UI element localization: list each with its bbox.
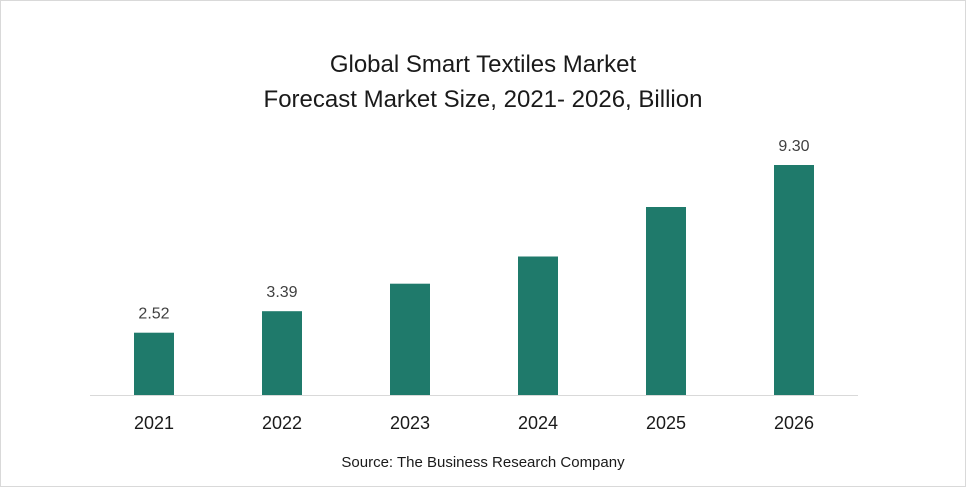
chart-title: Global Smart Textiles Market <box>329 51 637 78</box>
data-label-2026: 9.30 <box>778 138 809 155</box>
chart-subtitle: Forecast Market Size, 2021- 2026, Billio… <box>263 86 703 113</box>
x-tick-label-2021: 2021 <box>134 413 174 433</box>
x-tick-label-2024: 2024 <box>518 413 558 433</box>
data-label-2022: 3.39 <box>266 284 297 301</box>
bar-2022 <box>262 311 302 395</box>
bar-2021 <box>134 332 174 395</box>
bar-2025 <box>646 207 686 395</box>
x-tick-label-2022: 2022 <box>262 413 302 433</box>
x-tick-label-2023: 2023 <box>390 413 430 433</box>
bar-2023 <box>390 283 430 395</box>
x-tick-label-2025: 2025 <box>646 413 686 433</box>
data-label-2021: 2.52 <box>138 306 169 323</box>
chart-source: Source: The Business Research Company <box>341 454 625 471</box>
bar-2026 <box>774 165 814 395</box>
x-tick-label-2026: 2026 <box>774 413 814 433</box>
bar-2024 <box>518 256 558 395</box>
